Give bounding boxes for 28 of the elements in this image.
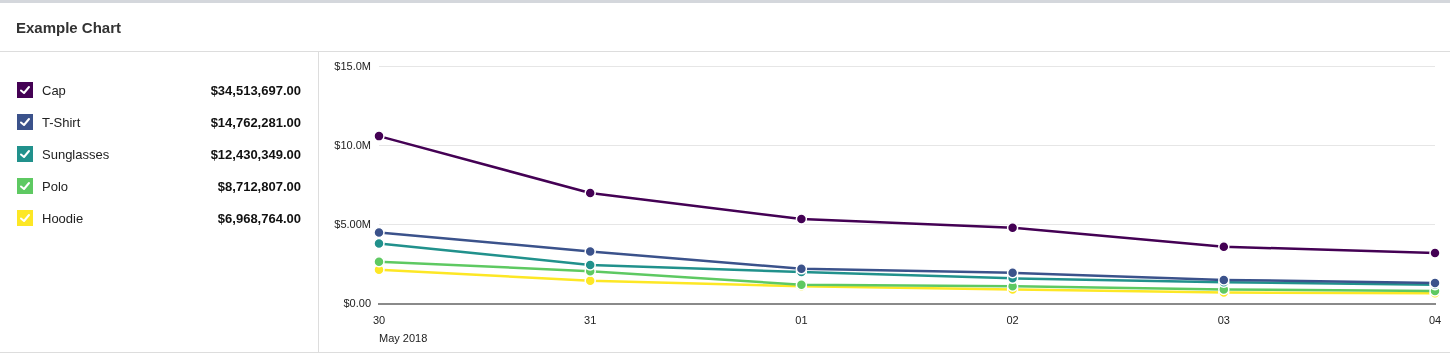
x-axis-title: May 2018 xyxy=(379,332,428,345)
legend-label: Polo xyxy=(42,178,70,194)
legend-label: T-Shirt xyxy=(42,114,82,130)
text: $6,968,764.00 xyxy=(217,210,301,226)
x-tick-label: 02 xyxy=(1006,314,1019,327)
point xyxy=(795,213,808,225)
x-tick-label: 30 xyxy=(372,314,386,327)
y-tick-label: $15.0M xyxy=(334,59,371,72)
x-tick-label: 03 xyxy=(1217,314,1230,327)
text: $34,513,697.00 xyxy=(210,82,301,98)
text: $8,712,807.00 xyxy=(217,178,301,194)
point xyxy=(1006,267,1019,279)
x-tick-label: 01 xyxy=(795,314,808,327)
point xyxy=(1429,247,1441,259)
text: $12,430,349.00 xyxy=(210,146,301,162)
y-tick-label: $10.0M xyxy=(334,138,371,151)
legend-label: Cap xyxy=(42,82,67,98)
text: Example Chart xyxy=(0,3,1450,52)
point xyxy=(373,130,385,142)
legend-label: Sunglasses xyxy=(42,146,111,162)
text: $14,762,281.00 xyxy=(210,114,301,130)
x-tick-label: 04 xyxy=(1428,314,1442,327)
y-tick-label: $5.00M xyxy=(334,217,371,230)
y-tick-label: $0.00 xyxy=(343,296,371,309)
point xyxy=(584,259,596,271)
legend-label: Hoodie xyxy=(42,210,85,226)
x-tick-label: 31 xyxy=(584,314,597,327)
point xyxy=(584,187,596,199)
